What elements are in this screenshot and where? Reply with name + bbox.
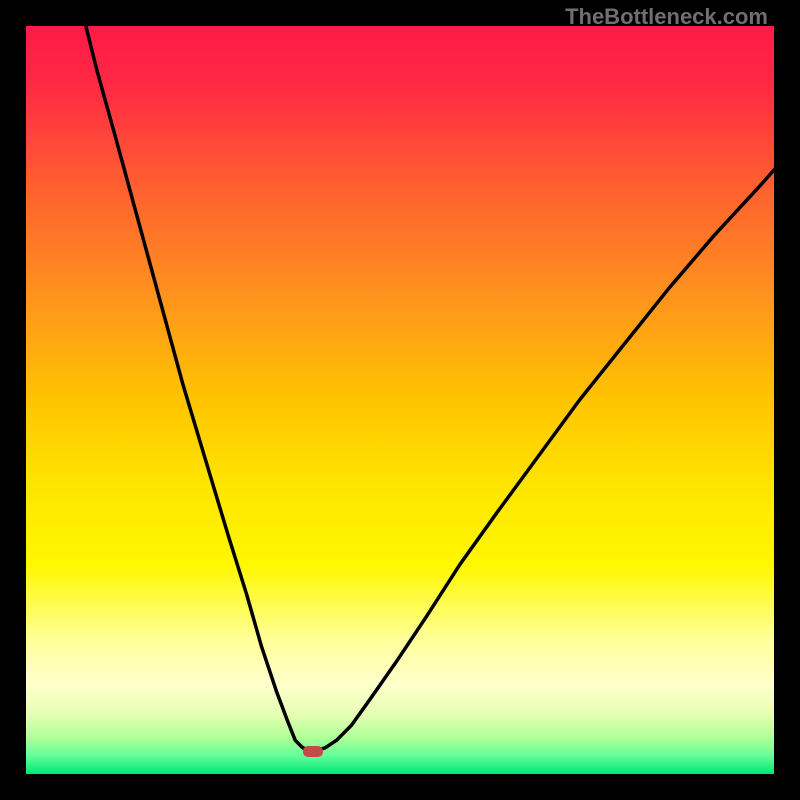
frame-border-right: [774, 0, 800, 800]
optimum-marker: [303, 746, 323, 757]
frame-border-bottom: [0, 774, 800, 800]
chart-frame: TheBottleneck.com: [0, 0, 800, 800]
bottleneck-curve: [26, 26, 774, 774]
frame-border-top: [0, 0, 800, 26]
plot-area: [26, 26, 774, 774]
frame-border-left: [0, 0, 26, 800]
